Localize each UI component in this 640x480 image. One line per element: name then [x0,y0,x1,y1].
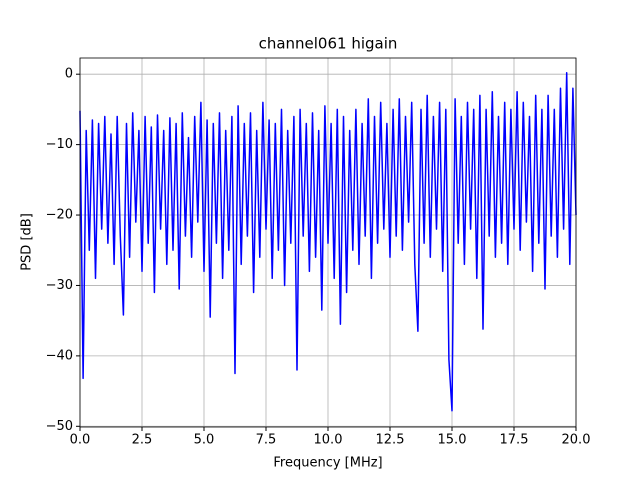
x-tick-label: 2.5 [132,433,153,448]
y-tick-label: 0 [65,67,73,82]
axes-frame [79,57,577,428]
y-tick-label: −40 [46,348,73,363]
x-tick-label: 7.5 [256,433,277,448]
y-tick-label: −10 [46,137,73,152]
x-tick-label: 10.0 [314,433,343,448]
x-tick-label: 0.0 [70,433,91,448]
chart-title: channel061 higain [259,35,398,53]
y-tick-label: −20 [46,208,73,223]
x-tick-label: 17.5 [500,433,529,448]
x-tick-label: 20.0 [562,433,591,448]
x-tick-label: 12.5 [376,433,405,448]
x-tick-label: 15.0 [438,433,467,448]
x-axis-label: Frequency [MHz] [273,456,382,471]
x-tick-label: 5.0 [194,433,215,448]
psd-line [79,72,577,412]
y-axis-label: PSD [dB] [20,213,35,271]
y-tick-label: −30 [46,278,73,293]
y-tick-label: −50 [46,419,73,434]
